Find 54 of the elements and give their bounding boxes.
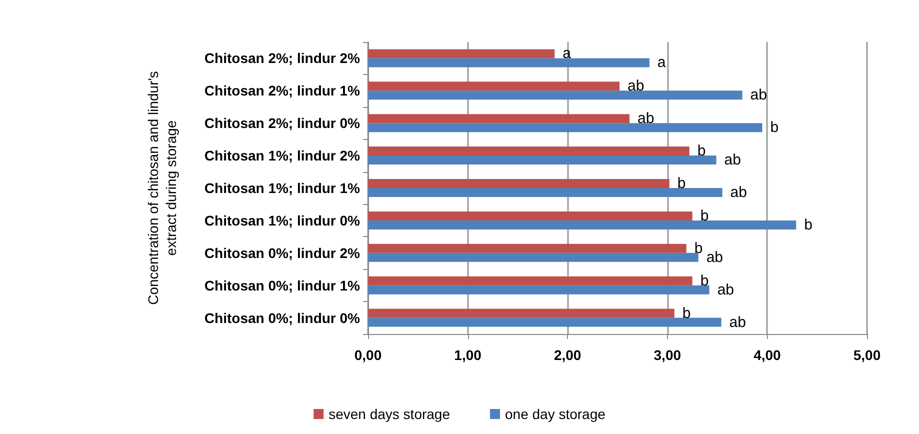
x-tick-label: 1,00 (454, 347, 482, 363)
data-label: a (657, 54, 666, 72)
bar (368, 285, 710, 294)
bar (368, 156, 716, 165)
bar (368, 252, 698, 262)
data-label: ab (627, 78, 644, 95)
y-tick-label: Chitosan 0%; lindur 1% (204, 277, 361, 294)
data-label: b (770, 119, 779, 136)
bar (368, 188, 722, 197)
bar (368, 123, 762, 132)
legend-label: one day storage (505, 406, 606, 422)
data-label: b (700, 207, 709, 224)
bar (368, 179, 670, 188)
y-tick-label: Chitosan 2%; lindur 0% (204, 115, 361, 132)
data-label: ab (729, 314, 746, 331)
x-tick-label: 0,00 (354, 347, 382, 363)
data-label: b (700, 272, 709, 290)
y-tick-label: Chitosan 1%; lindur 2% (204, 148, 361, 164)
y-tick-label: Chitosan 0%; lindur 0% (204, 310, 361, 326)
data-label: b (694, 240, 703, 257)
bar (368, 220, 796, 230)
bar (368, 82, 620, 91)
bar (368, 211, 692, 220)
bar (368, 90, 742, 100)
bar (368, 58, 650, 68)
data-label: ab (750, 86, 767, 104)
y-tick-label: Chitosan 2%; lindur 1% (204, 82, 361, 99)
legend-label: seven days storage (328, 406, 450, 422)
bar (368, 49, 555, 58)
data-label: ab (730, 184, 747, 201)
data-label: ab (717, 281, 734, 298)
bar (368, 244, 686, 253)
y-tick-label: Chitosan 0%; lindur 2% (204, 244, 361, 261)
y-tick-label: Chitosan 1%; lindur 0% (204, 212, 361, 228)
data-label: a (562, 45, 572, 62)
bar (368, 276, 692, 286)
data-label: b (697, 142, 706, 160)
bar (368, 114, 630, 124)
data-label: ab (637, 110, 654, 128)
x-tick-label: 4,00 (754, 347, 782, 363)
bar (368, 318, 722, 327)
data-label: b (682, 304, 691, 322)
data-label: b (677, 175, 686, 192)
y-tick-label: Chitosan 1%; lindur 1% (204, 180, 361, 196)
x-tick-label: 2,00 (554, 347, 582, 363)
data-label: ab (724, 152, 741, 169)
bar (368, 146, 690, 156)
y-axis-title: Concentration of chitosan and lindur's extract during storage (145, 71, 179, 305)
x-tick-label: 3,00 (654, 347, 682, 363)
data-label: b (804, 216, 812, 234)
data-label: ab (706, 248, 724, 266)
x-tick-label: 5,00 (853, 347, 881, 363)
bar (368, 308, 674, 318)
y-tick-label: Chitosan 2%; lindur 2% (204, 50, 361, 66)
